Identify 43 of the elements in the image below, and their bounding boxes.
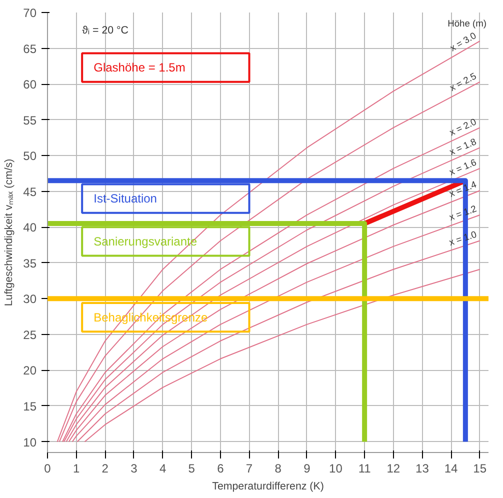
text: x = 1.4: [448, 179, 478, 199]
text: Glashöhe = 1.5m: [94, 60, 186, 75]
x-tick-label: 7: [246, 462, 253, 476]
annotation: ϑᵢ = 20 °C: [82, 24, 129, 36]
x-tick-label: 11: [358, 462, 372, 476]
y-tick-label: 10: [23, 435, 37, 450]
y-tick-label: 65: [23, 42, 37, 56]
y-tick-label: 45: [23, 184, 37, 199]
x-tick-label: 13: [416, 462, 430, 476]
x-tick-label: 9: [304, 462, 311, 476]
x-tick-label: 12: [386, 462, 400, 476]
x-axis-title: Temperaturdifferenz (K): [212, 480, 324, 492]
y-tick-label: 20: [23, 364, 37, 378]
y-tick-label: 30: [23, 292, 37, 306]
x-tick-label: 3: [130, 462, 138, 476]
y-tick-label: 25: [23, 328, 37, 342]
y-tick-label: 55: [23, 113, 37, 128]
x-tick-label: 14: [444, 462, 458, 476]
x-tick-label: 10: [329, 462, 343, 476]
y-tick-label: 60: [23, 78, 37, 92]
x-tick-label: 6: [217, 462, 224, 476]
x-tick-label: 1: [72, 462, 80, 476]
y-tick-label: 50: [23, 149, 37, 164]
series-label: Ist-Situation: [94, 192, 157, 206]
x-tick-label: 0: [44, 462, 52, 476]
x-tick-label: 15: [473, 462, 487, 476]
x-tick-label: 4: [159, 462, 166, 476]
text: x = 1.8: [448, 136, 478, 158]
y-tick-label: 15: [23, 399, 37, 414]
x-tick-label: 8: [274, 462, 282, 476]
y-tick-label: 40: [23, 220, 37, 235]
text: x = 3.0: [448, 30, 478, 54]
y-tick-label: 35: [23, 256, 37, 270]
text: x = 2.5: [448, 71, 478, 94]
x-tick-label: 2: [102, 462, 109, 476]
text: x = 1.2: [448, 204, 478, 223]
legend-title: Höhe (m): [448, 18, 486, 28]
y-axis-title: Luftgeschwindigkeit vₘₐₓ (cm/s): [3, 158, 16, 306]
y-tick-label: 70: [23, 6, 37, 20]
text: x = 2.0: [448, 116, 478, 138]
x-tick-label: 5: [188, 462, 196, 476]
text: x = 1.0: [448, 229, 478, 248]
text: x = 1.6: [448, 157, 478, 178]
